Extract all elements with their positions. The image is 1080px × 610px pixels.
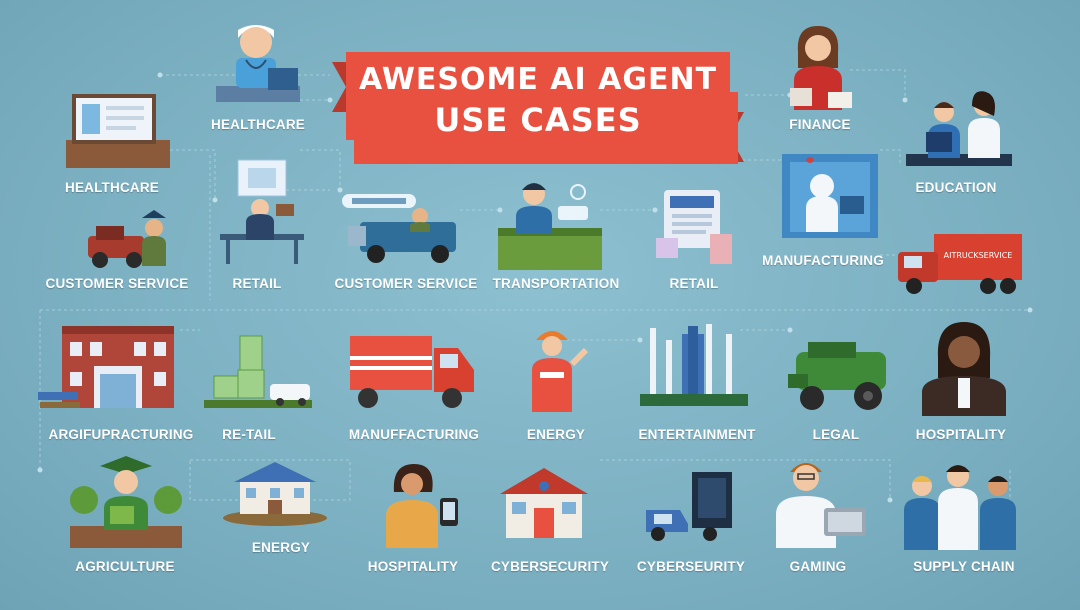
hospitality-worker-illustration [386,464,458,548]
label-education: EDUCATION [915,180,997,195]
title-line-1: AWESOME AI AGENT [358,62,718,97]
truck-sign: AITRUCKSERVICE [944,251,1013,260]
label-finance: FINANCE [789,117,851,132]
finance-woman-illustration [790,26,852,110]
customer-service-forklift-illustration [342,194,456,263]
label-legal: LEGAL [812,427,860,442]
retail-kiosk-illustration [220,159,304,264]
retail-store-illustration [656,190,732,264]
label-healthcare-left: HEALTHCARE [65,180,159,195]
label-customer-service-1: CUSTOMER SERVICE [45,276,189,291]
label-argifupracturing: ARGIFUPRACTURING [48,427,194,442]
energy-worker-illustration [532,331,589,412]
label-agriculture: AGRICULTURE [75,559,175,574]
label-manufacturing-1: MANUFACTURING [762,253,884,268]
retail-shelves-illustration [204,335,312,408]
label-cybersecurity-1: CYBERSECURITY [490,559,610,574]
manufacturing-lab-illustration [782,154,878,238]
cybersecurity-building-illustration [500,468,588,538]
label-gaming: GAMING [789,559,847,574]
label-hospitality-1: HOSPITALITY [915,427,1007,442]
label-healthcare-top: HEALTHCARE [211,117,305,132]
label-manufacturing-2: MANUFFACTURING [348,427,480,442]
label-retail-1: RETAIL [232,276,282,291]
education-team-illustration [906,91,1012,166]
label-transportation: TRANSPORTATION [492,276,620,291]
supply-chain-team-illustration [904,465,1016,550]
energy-house-illustration [223,462,327,526]
nurse-at-computer-illustration [216,25,300,102]
hospitality-woman-illustration [922,322,1006,416]
manufacturing-delivery-truck-illustration [350,336,474,408]
title-line-2: USE CASES [434,101,642,139]
label-retail-2: RETAIL [669,276,719,291]
factory-building-illustration [38,326,174,408]
manufacturing-truck-illustration: AITRUCKSERVICE [898,234,1022,294]
entertainment-towers-illustration [640,324,748,406]
title-banner [332,52,744,164]
legal-green-machine-illustration [788,342,886,410]
label-re-tail: RE-TAIL [222,427,276,442]
label-customer-service-2: CUSTOMER SERVICE [334,276,478,291]
label-supply-chain: SUPPLY CHAIN [913,559,1015,574]
customer-service-vehicle-illustration [88,210,166,268]
cybersecurity-truck-illustration [646,472,732,541]
transportation-agent-illustration [498,183,602,270]
medical-board-illustration [66,94,170,168]
label-hospitality-2: HOSPITALITY [367,559,459,574]
label-energy-1: ENERGY [526,427,586,442]
gaming-doctor-illustration [776,463,866,548]
label-energy-2: ENERGY [251,540,311,555]
label-cybersecurity-2: CYBERSEURITY [636,559,746,574]
label-entertainment: ENTERTAINMENT [638,427,756,442]
title: AWESOME AI AGENT USE CASES [332,60,744,140]
graduate-illustration [70,456,182,548]
